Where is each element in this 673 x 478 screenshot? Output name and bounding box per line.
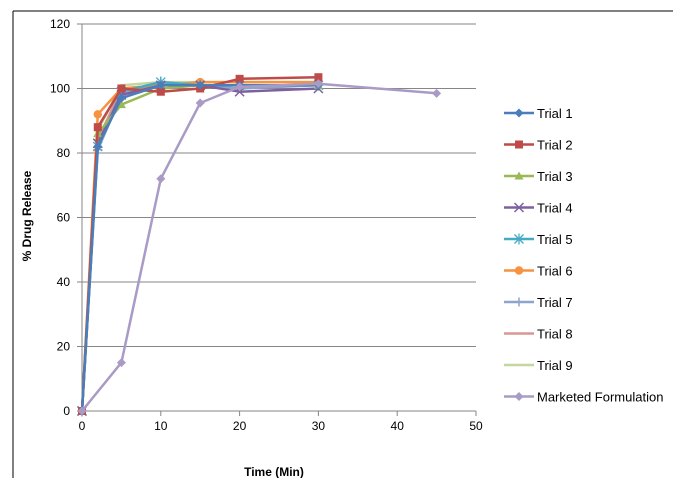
point-trial-2-6 [314, 73, 323, 82]
legend-marker-trial-2 [515, 140, 523, 149]
series-trial-9 [80, 80, 319, 412]
legend-label-trial-4: Trial 4 [537, 201, 573, 216]
tick-label-x-0: 0 [79, 419, 86, 433]
legend-item-marketed-formulation: Marketed Formulation [504, 390, 663, 405]
point-trial-2-5 [235, 74, 244, 83]
point-marketed-formulation-0 [77, 406, 87, 416]
point-trial-1-3 [156, 80, 166, 90]
series-trial-5 [77, 76, 324, 417]
series-line-trial-5 [80, 80, 319, 412]
legend-item-trial-8: Trial 8 [504, 327, 573, 342]
point-trial-1-4 [195, 80, 205, 90]
legend-label-trial-2: Trial 2 [537, 138, 573, 153]
series-line-trial-6 [80, 80, 319, 412]
point-trial-2-3 [156, 87, 165, 96]
point-trial-6-1 [93, 110, 102, 119]
legend-label-trial-9: Trial 9 [537, 358, 573, 373]
legend-marker-trial-6 [514, 266, 524, 275]
legend-marker-trial-5 [514, 233, 524, 245]
legend-label-trial-3: Trial 3 [537, 169, 573, 184]
tick-label-y-0: 0 [63, 404, 70, 418]
legend-label-trial-8: Trial 8 [537, 327, 573, 342]
legend-item-trial-9: Trial 9 [504, 358, 573, 373]
legend-item-trial-6: Trial 6 [504, 264, 573, 279]
point-trial-2-1 [93, 123, 102, 132]
legend-item-trial-2: Trial 2 [504, 138, 573, 153]
point-marketed-formulation-5 [313, 79, 323, 89]
series-line-trial-9 [80, 80, 319, 412]
series-line-marketed-formulation [81, 82, 437, 412]
legend-marker-trial-3 [514, 171, 524, 180]
tick-label-x-10: 10 [154, 419, 168, 433]
legend-label-trial-1: Trial 1 [537, 106, 573, 121]
tick-label-y-20: 20 [57, 340, 71, 354]
series-trial-6 [77, 77, 323, 416]
legend-item-trial-5: Trial 5 [504, 232, 573, 247]
legend-label-trial-7: Trial 7 [537, 295, 573, 310]
tick-label-x-40: 40 [391, 419, 405, 433]
point-marketed-formulation-1 [116, 358, 126, 368]
series-trial-3 [77, 80, 323, 415]
series-line-trial-2 [80, 75, 319, 412]
point-marketed-formulation-4 [235, 82, 245, 92]
point-trial-1-2 [116, 93, 126, 103]
tick-label-x-50: 50 [469, 419, 483, 433]
tick-label-y-40: 40 [57, 275, 71, 289]
legend-label-marketed-formulation: Marketed Formulation [537, 390, 663, 405]
legend-item-trial-3: Trial 3 [504, 169, 573, 184]
legend-item-trial-1: Trial 1 [504, 106, 573, 121]
point-marketed-formulation-6 [432, 88, 442, 98]
series-trial-1 [77, 80, 323, 416]
legend-marker-trial-7 [514, 297, 524, 307]
series-trial-2 [78, 73, 323, 415]
tick-label-y-80: 80 [57, 146, 71, 160]
legend-marker-trial-4 [513, 202, 525, 213]
legend-marker-marketed-formulation [514, 392, 524, 401]
tick-labels: 0 20 40 60 80 100 120 0 10 20 30 40 50 [50, 17, 483, 433]
tick-label-y-120: 120 [50, 17, 70, 31]
tick-label-x-30: 30 [312, 419, 326, 433]
legend-marker-trial-1 [514, 108, 524, 118]
point-marketed-formulation-2 [156, 174, 166, 184]
legend-item-trial-4: Trial 4 [504, 201, 573, 216]
point-marketed-formulation-3 [195, 98, 205, 108]
series-line-trial-7 [80, 80, 319, 412]
x-axis-label: Time (Min) [244, 465, 304, 478]
point-trial-2-2 [117, 84, 126, 93]
y-axis-label: % Drug Release [20, 170, 34, 261]
series-trial-7 [77, 77, 323, 416]
legend-item-trial-7: Trial 7 [504, 295, 573, 310]
series-trial-4 [76, 80, 324, 417]
series-marketed-formulation [77, 79, 442, 416]
tick-label-y-60: 60 [57, 211, 71, 225]
legend-label-trial-5: Trial 5 [537, 232, 573, 247]
legend-label-trial-6: Trial 6 [537, 264, 573, 279]
gridlines [82, 23, 476, 347]
data-series [76, 73, 442, 417]
tick-label-x-20: 20 [233, 419, 247, 433]
tick-label-y-100: 100 [50, 82, 70, 96]
legend: Trial 1 Trial 2 Trial 3 Trial 4 Trial 5 Trial… [504, 106, 663, 405]
axes [77, 23, 477, 416]
point-trial-3-2 [116, 100, 126, 109]
point-trial-1-1 [93, 142, 103, 152]
